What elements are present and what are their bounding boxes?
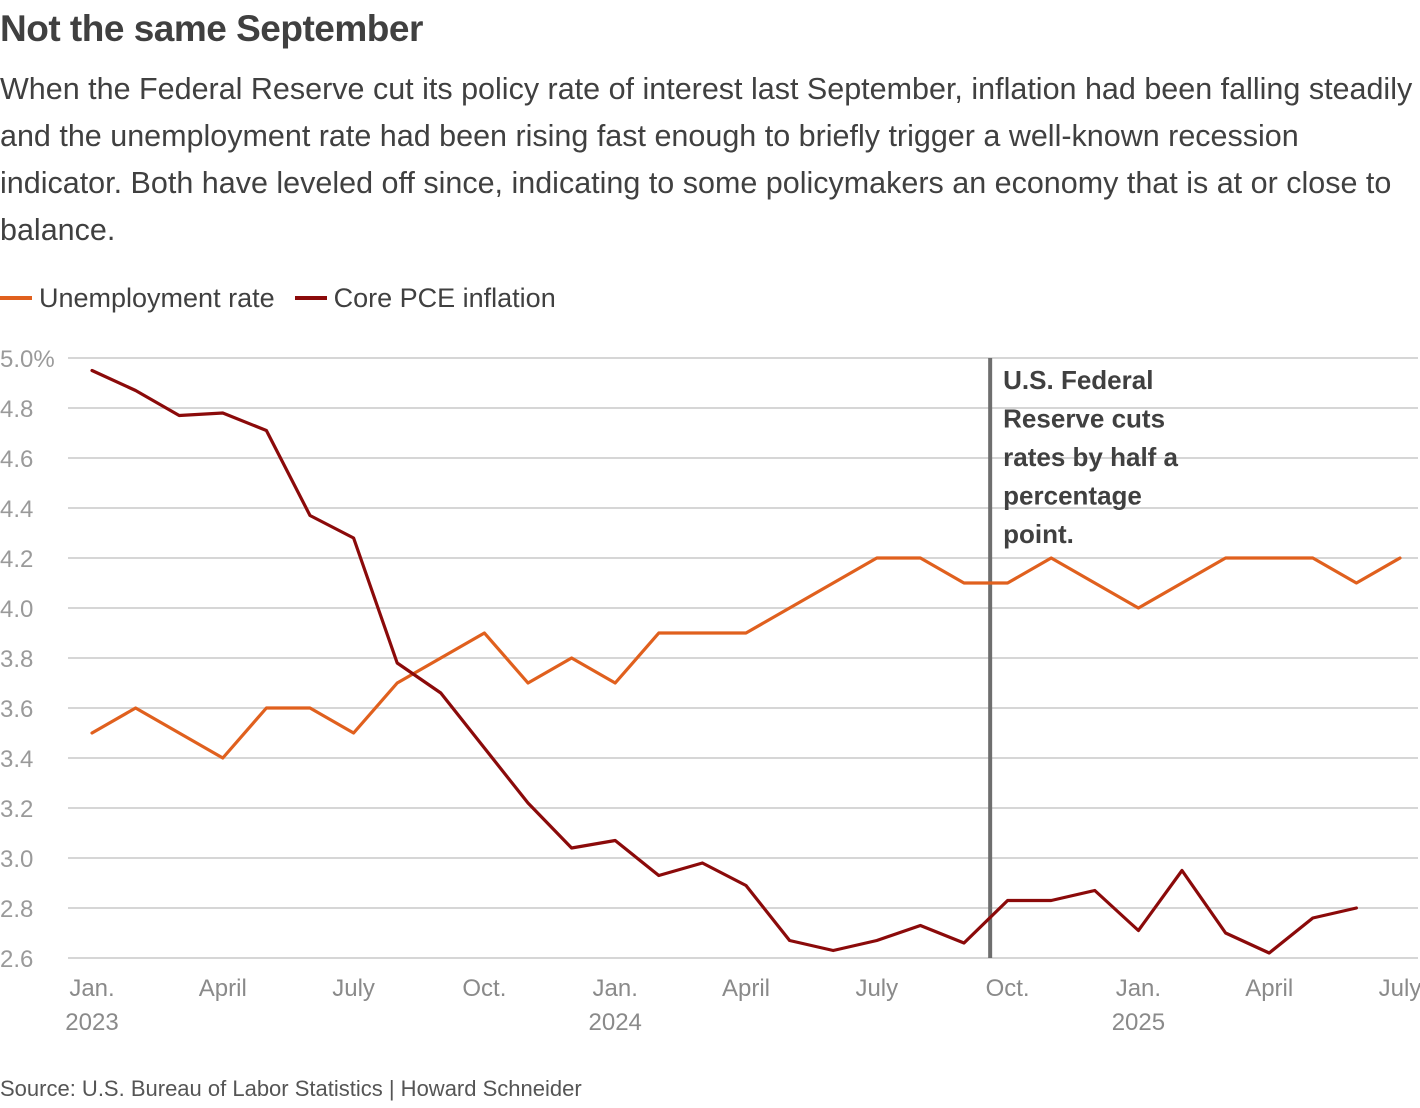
x-tick-year-label: 2023: [65, 1009, 118, 1036]
x-tick-label: April: [199, 975, 247, 1002]
chart-subtitle: When the Federal Reserve cut its policy …: [0, 72, 1413, 247]
unemployment-rate-line: [90, 556, 1402, 760]
y-tick-label: 4.0: [0, 596, 33, 623]
y-tick-label: 4.2: [0, 546, 33, 573]
legend: Unemployment rate Core PCE inflation: [0, 280, 576, 316]
legend-item-inflation: Core PCE inflation: [294, 282, 556, 314]
y-tick-label: 3.6: [0, 696, 33, 723]
y-tick-label: 3.0: [0, 846, 33, 873]
chart-title: Not the same September: [0, 8, 423, 49]
source-note: Source: U.S. Bureau of Labor Statistics …: [0, 1076, 582, 1101]
line-chart: 2.6 2.8 3.0 3.2 3.4 3.6 3.8 4.0 4.2 4.4 4.6 4.8 5.0%…: [0, 346, 1420, 1036]
x-tick-label: July: [855, 975, 898, 1002]
x-tick-label: Jan.: [69, 975, 114, 1002]
x-tick-label: Oct.: [986, 975, 1030, 1002]
fed-cut-annotation-text: U.S. Federal: [1003, 365, 1153, 395]
y-tick-label: 3.8: [0, 646, 33, 673]
y-tick-label: 5.0%: [0, 346, 55, 373]
y-tick-label: 3.2: [0, 796, 33, 823]
x-tick-year-label: 2024: [589, 1009, 642, 1036]
y-tick-label: 2.8: [0, 896, 33, 923]
legend-swatch-unemployment: [0, 296, 32, 300]
y-tick-label: 4.6: [0, 446, 33, 473]
x-tick-label: July: [1379, 975, 1420, 1002]
legend-swatch-inflation: [294, 296, 327, 300]
x-tick-year-label: 2025: [1112, 1009, 1165, 1036]
x-tick-label: Jan.: [593, 975, 638, 1002]
fed-cut-annotation-text: percentage: [1003, 481, 1142, 511]
y-tick-label: 3.4: [0, 746, 33, 773]
core-pce-inflation-line: [90, 368, 1359, 955]
legend-label-unemployment: Unemployment rate: [39, 282, 275, 313]
x-tick-label: July: [332, 975, 375, 1002]
y-tick-label: 4.4: [0, 496, 33, 523]
fed-cut-annotation-text: Reserve cuts: [1003, 404, 1165, 434]
legend-label-inflation: Core PCE inflation: [333, 282, 556, 313]
x-tick-label: April: [1245, 975, 1293, 1002]
legend-item-unemployment: Unemployment rate: [0, 283, 275, 314]
fed-cut-annotation-text: rates by half a: [1003, 442, 1178, 472]
x-tick-label: Jan.: [1116, 975, 1161, 1002]
y-tick-label: 4.8: [0, 396, 33, 423]
fed-cut-annotation-text: point.: [1003, 519, 1074, 549]
y-tick-label: 2.6: [0, 946, 33, 973]
x-tick-label: April: [722, 975, 770, 1002]
x-tick-label: Oct.: [462, 975, 506, 1002]
